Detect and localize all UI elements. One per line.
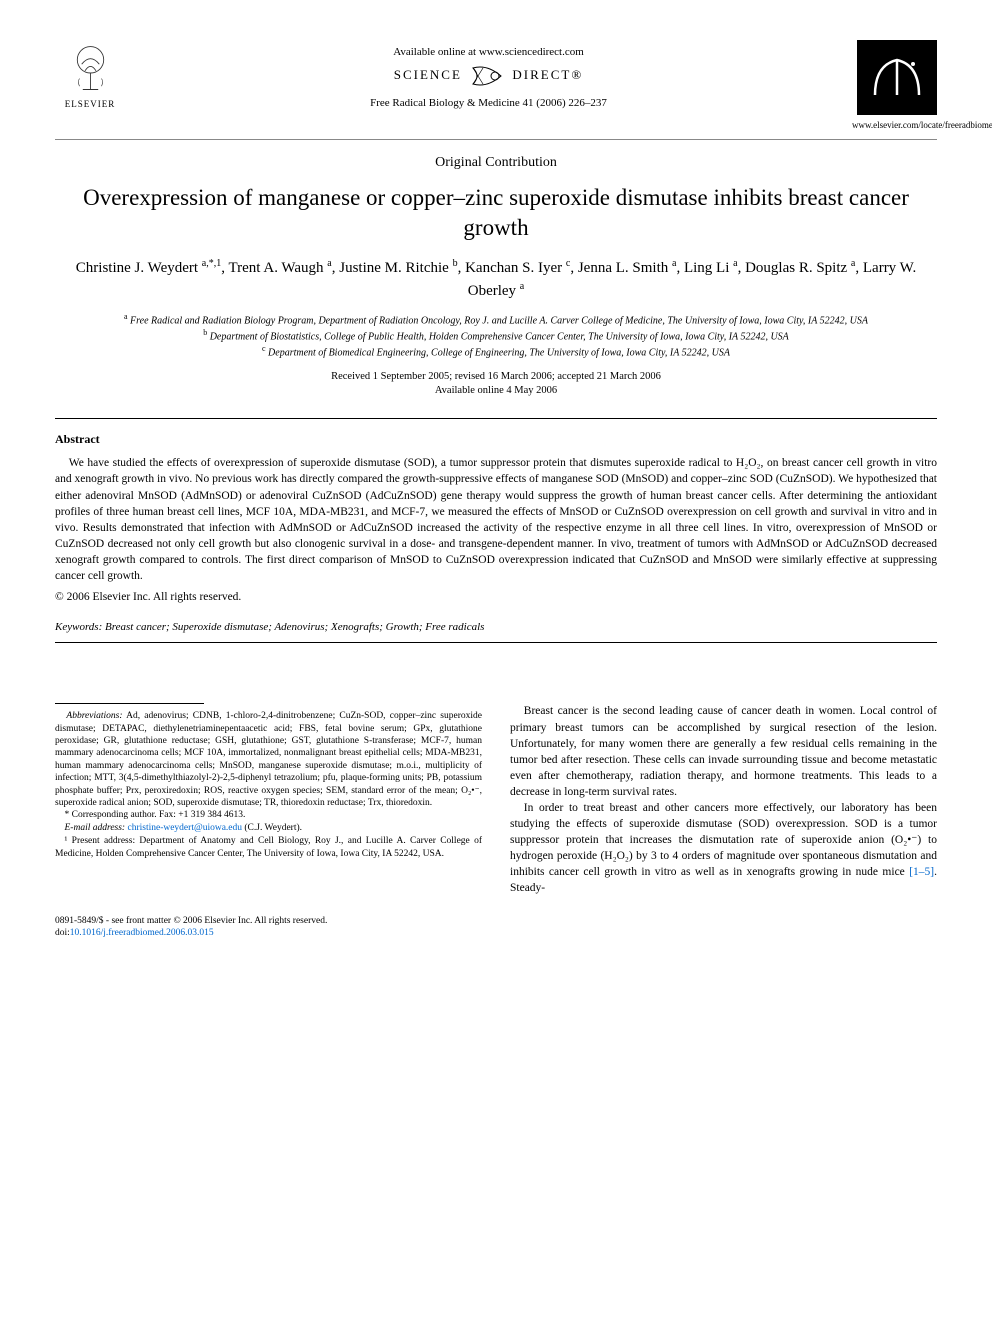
abbreviations-block: Abbreviations: Ad, adenovirus; CDNB, 1-c… bbox=[55, 710, 482, 809]
body-columns: Abbreviations: Ad, adenovirus; CDNB, 1-c… bbox=[55, 703, 937, 896]
abbreviations-label: Abbreviations: bbox=[66, 711, 122, 721]
science-direct-text-2: DIRECT® bbox=[512, 67, 583, 82]
abstract-paragraph: We have studied the effects of overexpre… bbox=[55, 455, 937, 584]
elsevier-label: ELSEVIER bbox=[65, 98, 116, 110]
article-title: Overexpression of manganese or copper–zi… bbox=[55, 183, 937, 243]
abstract-heading: Abstract bbox=[55, 431, 937, 447]
front-matter-line: 0891-5849/$ - see front matter © 2006 El… bbox=[55, 915, 937, 940]
column-left: Abbreviations: Ad, adenovirus; CDNB, 1-c… bbox=[55, 703, 482, 896]
footnote-rule bbox=[55, 703, 204, 704]
header-center: Available online at www.sciencedirect.co… bbox=[125, 40, 852, 111]
journal-logo-block: www.elsevier.com/locate/freeradbiomed bbox=[852, 40, 937, 131]
citation-link[interactable]: [1–5] bbox=[909, 866, 934, 878]
journal-url: www.elsevier.com/locate/freeradbiomed bbox=[852, 119, 937, 131]
page-header: ELSEVIER Available online at www.science… bbox=[55, 40, 937, 131]
elsevier-tree-icon bbox=[63, 40, 118, 95]
affiliation-line: c Department of Biomedical Engineering, … bbox=[55, 344, 937, 360]
body-p2-text-a: In order to treat breast and other cance… bbox=[510, 802, 937, 878]
front-matter-text: 0891-5849/$ - see front matter © 2006 El… bbox=[55, 916, 327, 926]
footnote-present-address: ¹ Present address: Department of Anatomy… bbox=[55, 835, 482, 861]
date-received: Received 1 September 2005; revised 16 Ma… bbox=[331, 371, 661, 382]
email-link[interactable]: christine-weydert@uiowa.edu bbox=[127, 823, 242, 833]
body-paragraph-1: Breast cancer is the second leading caus… bbox=[510, 703, 937, 800]
footnote-corresponding: * Corresponding author. Fax: +1 319 384 … bbox=[55, 809, 482, 822]
elsevier-logo: ELSEVIER bbox=[55, 40, 125, 115]
article-type: Original Contribution bbox=[55, 154, 937, 173]
title-abstract-rule bbox=[55, 418, 937, 419]
affiliation-line: b Department of Biostatistics, College o… bbox=[55, 328, 937, 344]
email-label: E-mail address: bbox=[65, 823, 126, 833]
affiliation-line: a Free Radical and Radiation Biology Pro… bbox=[55, 312, 937, 328]
abstract-copyright: © 2006 Elsevier Inc. All rights reserved… bbox=[55, 590, 937, 606]
journal-cover-icon bbox=[857, 40, 937, 115]
author-list: Christine J. Weydert a,*,1, Trent A. Wau… bbox=[55, 257, 937, 303]
science-direct-text-1: SCIENCE bbox=[394, 67, 462, 82]
doi-link[interactable]: 10.1016/j.freeradbiomed.2006.03.015 bbox=[70, 928, 214, 938]
abbreviations-text: Ad, adenovirus; CDNB, 1-chloro-2,4-dinit… bbox=[55, 711, 482, 807]
science-direct-logo: SCIENCE DIRECT® bbox=[125, 66, 852, 86]
date-available: Available online 4 May 2006 bbox=[435, 385, 557, 396]
body-paragraph-2: In order to treat breast and other cance… bbox=[510, 800, 937, 897]
email-tail: (C.J. Weydert). bbox=[242, 823, 302, 833]
doi-label: doi: bbox=[55, 928, 70, 938]
affiliations: a Free Radical and Radiation Biology Pro… bbox=[55, 312, 937, 359]
keywords-label: Keywords: bbox=[55, 621, 102, 633]
header-rule bbox=[55, 139, 937, 140]
available-online-text: Available online at www.sciencedirect.co… bbox=[125, 45, 852, 60]
keywords-line: Keywords: Breast cancer; Superoxide dism… bbox=[55, 620, 937, 635]
keywords-text: Breast cancer; Superoxide dismutase; Ade… bbox=[105, 621, 484, 633]
column-right: Breast cancer is the second leading caus… bbox=[510, 703, 937, 896]
journal-reference: Free Radical Biology & Medicine 41 (2006… bbox=[125, 96, 852, 111]
publication-dates: Received 1 September 2005; revised 16 Ma… bbox=[55, 370, 937, 398]
footnote-email: E-mail address: christine-weydert@uiowa.… bbox=[55, 822, 482, 835]
abstract-body: We have studied the effects of overexpre… bbox=[55, 455, 937, 584]
sciencedirect-d-icon bbox=[469, 66, 505, 86]
abstract-body-rule bbox=[55, 642, 937, 643]
